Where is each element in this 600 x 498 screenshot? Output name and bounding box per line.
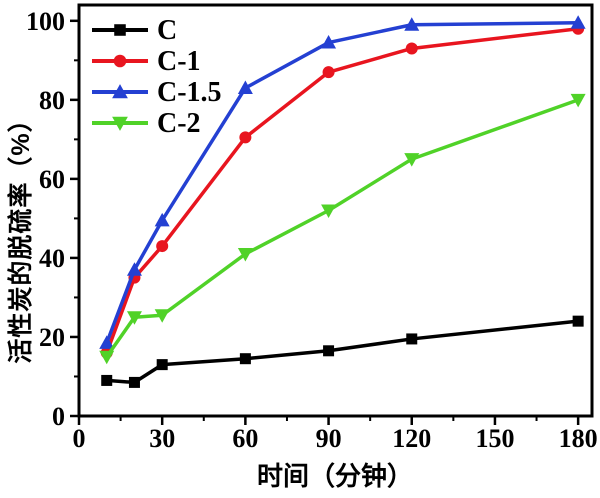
y-tick-label: 80 [39,86,65,115]
data-point-C-2 [237,247,253,262]
legend-marker-C [114,24,126,36]
data-point-C-2 [99,350,115,365]
y-tick-label: 0 [52,402,65,431]
legend-marker-C-1.5 [112,84,128,99]
data-point-C [406,333,418,345]
legend-label-C: C [157,15,177,46]
x-tick-label: 0 [73,424,86,453]
data-point-C-2 [126,311,142,325]
plot-frame [77,3,594,418]
data-point-C-2 [154,309,170,323]
data-point-C [572,315,584,327]
data-point-C-1.5 [570,15,586,29]
data-point-C-1 [405,42,418,55]
data-point-C [128,376,140,388]
data-point-C [323,345,335,357]
data-point-C [101,374,113,386]
data-point-C-1.5 [404,17,420,31]
legend-marker-C-1 [113,54,127,68]
data-point-C-2 [321,204,337,218]
data-point-C [156,359,168,371]
x-axis-title: 时间（分钟） [256,461,413,491]
x-tick-label: 60 [232,424,258,453]
data-point-C-1 [322,66,335,79]
data-point-C-2 [570,93,586,108]
y-axis-title: 活性炭的脱硫率（%） [7,106,35,364]
data-point-C-1.5 [321,35,337,49]
y-tick-label: 40 [39,244,65,273]
legend-label-C-1.5: C-1.5 [157,77,222,108]
legend-marker-C-2 [112,116,128,131]
x-tick-label: 120 [392,424,431,453]
y-tick-label: 100 [26,7,65,36]
x-tick-label: 180 [559,424,598,453]
data-point-C-1.5 [99,335,115,349]
data-point-C [239,353,251,365]
data-point-C-1.5 [126,262,142,276]
data-point-C-1 [239,131,252,144]
x-tick-label: 90 [316,424,342,453]
x-tick-label: 30 [149,424,175,453]
legend-label-C-2: C-2 [157,108,201,139]
data-point-C-1.5 [237,80,253,94]
x-tick-label: 150 [475,424,514,453]
data-point-C-1 [156,240,169,253]
y-tick-label: 20 [39,323,65,352]
data-point-C-2 [404,153,420,167]
legend-label-C-1: C-1 [157,46,201,77]
y-tick-label: 60 [39,165,65,194]
data-point-C-1.5 [154,212,170,227]
